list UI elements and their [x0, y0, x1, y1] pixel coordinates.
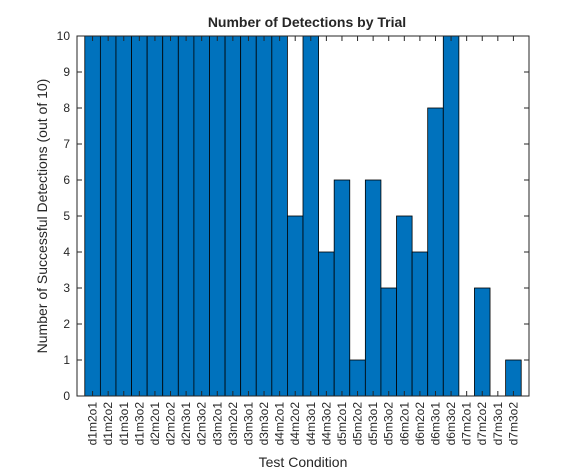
- x-tick-label: d6m2o1: [397, 402, 411, 446]
- x-tick-label: d4m2o1: [273, 402, 287, 446]
- y-tick-label: 0: [63, 389, 70, 403]
- y-tick-label: 6: [63, 173, 70, 187]
- x-tick-label: d3m3o2: [257, 402, 271, 446]
- bar-d2m2o2: [162, 35, 179, 397]
- x-tick-label: d6m3o1: [428, 402, 442, 446]
- bar-d1m2o2: [99, 35, 117, 397]
- x-tick-label: d5m3o2: [382, 402, 396, 446]
- x-tick-label: d3m2o2: [226, 402, 240, 446]
- y-tick-label: 9: [63, 65, 70, 79]
- bar-d4m3o2: [318, 251, 335, 397]
- x-tick-label: d4m3o1: [304, 402, 318, 446]
- x-tick-label: d2m2o2: [164, 402, 178, 446]
- bar-d6m2o1: [396, 215, 413, 397]
- y-tick-label: 2: [63, 317, 70, 331]
- bar-d2m2o1: [146, 35, 164, 397]
- x-tick-label: d1m3o1: [117, 402, 131, 446]
- bar-d4m2o2: [287, 215, 304, 397]
- x-tick-label: d3m2o1: [210, 402, 224, 446]
- bar-d7m2o2: [474, 287, 491, 397]
- y-tick-label: 5: [63, 209, 70, 223]
- bar-d4m2o1: [271, 35, 288, 397]
- bar-d2m3o2: [193, 35, 210, 397]
- y-tick-label: 3: [63, 281, 70, 295]
- chart-title: Number of Detections by Trial: [208, 14, 406, 30]
- bar-d4m3o1: [302, 35, 319, 397]
- y-tick-label: 1: [63, 353, 70, 367]
- bar-d1m3o1: [115, 35, 132, 397]
- plot-frame: [76, 35, 530, 397]
- x-tick-label: d1m3o2: [132, 402, 146, 446]
- x-tick-label: d4m2o2: [288, 402, 302, 446]
- x-tick-label: d5m2o2: [351, 402, 365, 446]
- y-tick-label: 8: [63, 101, 70, 115]
- x-tick-label: d5m3o1: [366, 402, 380, 446]
- bar-d3m2o2: [224, 35, 242, 397]
- bar-d5m3o1: [364, 179, 382, 397]
- bar-d6m3o2: [442, 35, 460, 397]
- x-tick-label: d7m2o1: [460, 402, 474, 446]
- bar-d6m2o2: [411, 251, 429, 397]
- x-tick-label: d4m3o2: [319, 402, 333, 446]
- x-tick-label: d7m3o2: [506, 402, 520, 446]
- x-tick-label: d1m2o1: [86, 402, 100, 446]
- y-tick-label: 7: [63, 137, 70, 151]
- bar-d1m3o2: [131, 35, 148, 397]
- bar-d7m3o2: [505, 359, 522, 397]
- bar-d5m2o1: [333, 179, 351, 397]
- bar-d3m3o1: [240, 35, 257, 397]
- y-axis-label: Number of Successful Detections (out of …: [34, 79, 50, 354]
- x-tick-label: d7m2o2: [475, 402, 489, 446]
- bar-d5m3o2: [380, 287, 397, 397]
- x-tick-label: d6m3o2: [444, 402, 458, 446]
- x-tick-label: d6m2o2: [413, 402, 427, 446]
- bar-d5m2o2: [349, 359, 366, 397]
- x-tick-label: d2m3o1: [179, 402, 193, 446]
- x-axis-label: Test Condition: [259, 454, 348, 470]
- bar-d2m3o1: [177, 35, 195, 397]
- bar-d3m2o1: [209, 35, 226, 397]
- bar-d6m3o1: [427, 107, 444, 397]
- y-tick-label: 4: [63, 245, 70, 259]
- x-tick-label: d3m3o1: [241, 402, 255, 446]
- x-axis-ticks: d1m2o1 d1m2o2 d1m3o1 d1m3o2 d2m2o1 d2m2o2 d2m3…: [86, 36, 520, 446]
- x-tick-label: d1m2o2: [101, 402, 115, 446]
- bars: [84, 35, 522, 397]
- y-tick-label: 10: [57, 29, 71, 43]
- x-tick-label: d2m3o2: [195, 402, 209, 446]
- bar-d1m2o1: [84, 35, 101, 397]
- x-tick-label: d5m2o1: [335, 402, 349, 446]
- bar-d3m3o2: [255, 35, 273, 397]
- y-axis-ticks: 0 1 2 3 4 5 6 7 8 9 10: [57, 29, 529, 403]
- x-tick-label: d2m2o1: [148, 402, 162, 446]
- x-tick-label: d7m3o1: [491, 402, 505, 446]
